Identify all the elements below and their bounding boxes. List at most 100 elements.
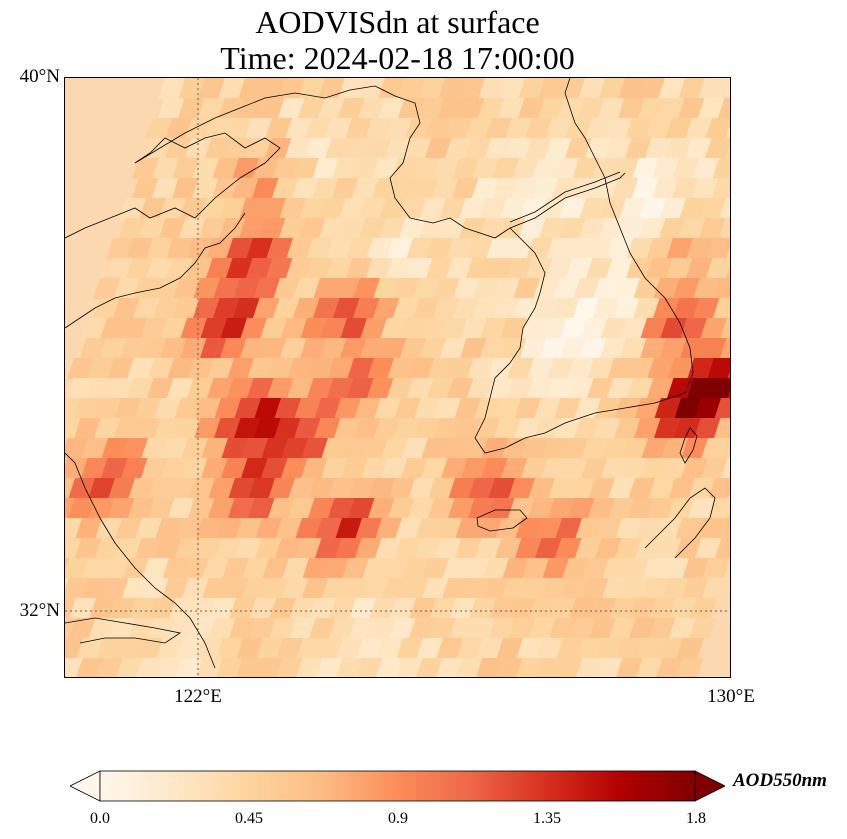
border-dmz bbox=[509, 172, 626, 229]
aod-cell bbox=[707, 358, 730, 379]
aod-cell bbox=[115, 518, 144, 539]
aod-cell bbox=[712, 158, 730, 179]
aod-cell bbox=[118, 218, 147, 239]
aod-cell bbox=[512, 158, 541, 179]
aod-cell bbox=[339, 338, 368, 359]
aod-cell bbox=[346, 238, 375, 259]
aod-cell bbox=[80, 318, 109, 339]
aod-cell bbox=[301, 578, 330, 599]
aod-cell bbox=[375, 518, 404, 539]
aod-cell bbox=[720, 318, 730, 339]
aod-cell bbox=[280, 458, 309, 479]
aod-cell bbox=[364, 138, 393, 159]
aod-cell bbox=[366, 238, 395, 259]
aod-cell bbox=[413, 278, 442, 299]
aod-cell bbox=[544, 138, 573, 159]
aod-cell bbox=[272, 158, 301, 179]
aod-cell bbox=[481, 578, 510, 599]
aod-cell bbox=[378, 218, 407, 239]
aod-cell bbox=[449, 598, 478, 619]
aod-cell bbox=[134, 398, 163, 419]
aod-cell bbox=[431, 178, 460, 199]
aod-cell bbox=[559, 338, 588, 359]
aod-cell bbox=[564, 138, 593, 159]
aod-cell bbox=[273, 278, 302, 299]
aod-cell bbox=[480, 318, 509, 339]
aod-cell bbox=[531, 178, 560, 199]
aod-cell bbox=[127, 498, 156, 519]
aod-cell bbox=[505, 258, 534, 279]
aod-cell bbox=[618, 78, 646, 99]
aod-cell bbox=[240, 318, 269, 339]
aod-cell bbox=[477, 98, 506, 119]
aod-cell bbox=[200, 458, 229, 479]
aod-cell bbox=[292, 298, 321, 319]
aod-cell bbox=[320, 318, 349, 339]
aod-cell bbox=[160, 458, 189, 479]
aod-cell bbox=[700, 318, 729, 339]
aod-cell bbox=[580, 458, 609, 479]
aod-cell bbox=[68, 618, 97, 639]
aod-cell bbox=[324, 138, 353, 159]
aod-cell bbox=[701, 578, 730, 599]
aod-cell bbox=[281, 578, 310, 599]
aod-cell bbox=[253, 278, 282, 299]
aod-cell bbox=[460, 458, 489, 479]
aod-cell bbox=[579, 338, 608, 359]
aod-cell bbox=[599, 338, 628, 359]
aod-cell bbox=[556, 638, 585, 659]
colorbar-tick-3: 1.35 bbox=[533, 810, 561, 827]
aod-cell bbox=[308, 478, 337, 499]
aod-cell bbox=[228, 478, 257, 499]
aod-cell bbox=[113, 418, 142, 439]
aod-cell bbox=[353, 418, 382, 439]
aod-cell bbox=[194, 538, 223, 559]
aod-cell bbox=[587, 498, 616, 519]
aod-cell bbox=[557, 98, 586, 119]
aod-cell bbox=[221, 438, 250, 459]
aod-cell bbox=[592, 298, 621, 319]
aod-cell bbox=[239, 198, 268, 219]
aod-cell bbox=[114, 538, 143, 559]
aod-cell bbox=[606, 378, 635, 399]
aod-cell bbox=[386, 378, 415, 399]
aod-cell bbox=[419, 338, 448, 359]
aod-cell bbox=[432, 298, 461, 319]
aod-cell bbox=[604, 138, 633, 159]
aod-cell bbox=[501, 438, 530, 459]
gridlines bbox=[65, 78, 730, 677]
aod-cell bbox=[432, 158, 461, 179]
aod-cell bbox=[552, 298, 581, 319]
aod-cell bbox=[226, 378, 255, 399]
aod-cell bbox=[620, 318, 649, 339]
aod-cell bbox=[372, 158, 401, 179]
aod-cell bbox=[626, 238, 655, 259]
aod-cell bbox=[420, 318, 449, 339]
aod-cell bbox=[275, 658, 304, 677]
aod-cell bbox=[266, 378, 295, 399]
aod-cell bbox=[315, 658, 344, 677]
aod-cell bbox=[381, 578, 410, 599]
aod-cell bbox=[174, 538, 203, 559]
aod-cell bbox=[406, 378, 435, 399]
aod-cell bbox=[379, 338, 408, 359]
aod-cell bbox=[655, 518, 684, 539]
aod-cell bbox=[526, 238, 555, 259]
aod-cell bbox=[181, 438, 210, 459]
aod-cell bbox=[319, 338, 348, 359]
aod-cell bbox=[360, 318, 389, 339]
aod-cell bbox=[520, 458, 549, 479]
aod-cell bbox=[237, 98, 266, 119]
aod-cell bbox=[292, 158, 321, 179]
aod-cell bbox=[448, 478, 477, 499]
aod-cell bbox=[719, 198, 730, 219]
aod-cell bbox=[107, 358, 136, 379]
aod-cell bbox=[265, 258, 294, 279]
aod-cell bbox=[277, 98, 306, 119]
aod-cell bbox=[135, 518, 164, 539]
aod-cell bbox=[599, 198, 628, 219]
aod-cell bbox=[215, 518, 244, 539]
coastline-kyushu bbox=[644, 487, 716, 559]
aod-cell bbox=[254, 398, 283, 419]
aod-cell bbox=[600, 318, 629, 339]
